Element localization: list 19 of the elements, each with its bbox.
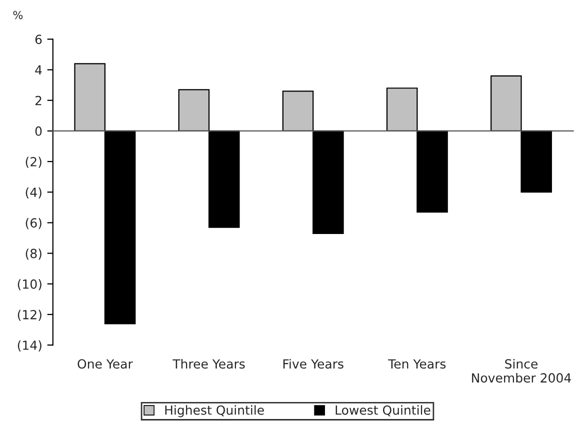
y-tick-label: (8)	[26, 248, 42, 260]
legend-label: Lowest Quintile	[336, 405, 430, 416]
y-tick-label: (10)	[18, 279, 42, 290]
x-tick-label: Five Years	[283, 358, 344, 369]
legend-label: Highest Quintile	[165, 405, 264, 418]
y-tick-label: (4)	[26, 187, 42, 199]
y-tick-label: (14)	[18, 340, 42, 352]
x-tick-label: One Year	[78, 359, 133, 369]
x-tick-label: Ten Years	[388, 359, 446, 369]
y-tick-label: 4	[35, 65, 42, 75]
y-axis-title: %	[13, 10, 23, 20]
y-tick-label: (12)	[18, 310, 42, 321]
y-tick-label: (2)	[26, 156, 42, 168]
y-tick-label: 0	[35, 126, 42, 136]
x-tick-label: Since November 2004	[472, 358, 571, 383]
y-tick-label: 6	[35, 34, 42, 44]
x-tick-label: Three Years	[172, 358, 245, 369]
y-tick-label: 2	[35, 96, 42, 106]
y-tick-label: (6)	[26, 218, 42, 230]
